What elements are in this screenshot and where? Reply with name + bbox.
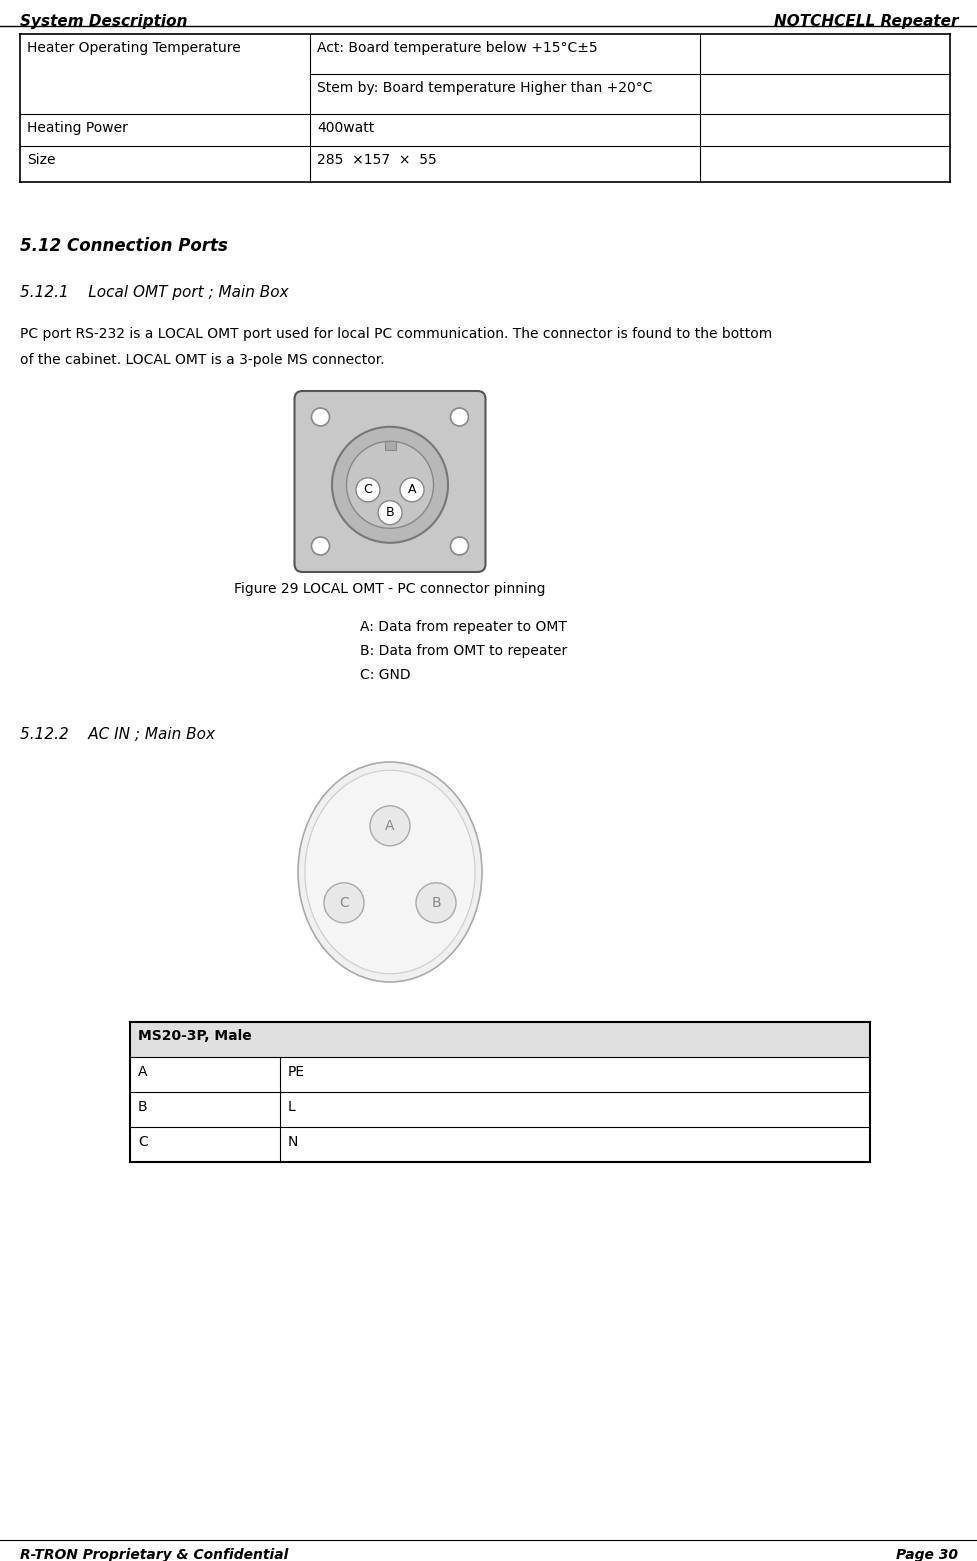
Text: B: B xyxy=(385,506,394,520)
Text: C: C xyxy=(339,896,349,910)
Bar xyxy=(130,1022,870,1057)
Text: 400watt: 400watt xyxy=(317,122,374,134)
Text: NOTCHCELL Repeater: NOTCHCELL Repeater xyxy=(773,14,957,30)
Text: B: B xyxy=(431,896,441,910)
Text: B: B xyxy=(138,1101,148,1115)
Circle shape xyxy=(450,537,468,556)
Ellipse shape xyxy=(305,770,475,974)
Text: of the cabinet. LOCAL OMT is a 3-pole MS connector.: of the cabinet. LOCAL OMT is a 3-pole MS… xyxy=(20,353,384,367)
Circle shape xyxy=(312,537,329,556)
Circle shape xyxy=(312,407,329,426)
Circle shape xyxy=(369,805,409,846)
Text: C: GND: C: GND xyxy=(360,668,410,682)
Circle shape xyxy=(400,478,424,501)
Bar xyxy=(384,442,395,450)
Text: 5.12 Connection Ports: 5.12 Connection Ports xyxy=(20,237,228,254)
Text: MS20-3P, Male: MS20-3P, Male xyxy=(138,1029,251,1043)
Text: A: Data from repeater to OMT: A: Data from repeater to OMT xyxy=(360,620,567,634)
Text: A: A xyxy=(407,484,416,496)
Circle shape xyxy=(415,884,455,923)
Text: 5.12.2    AC IN ; Main Box: 5.12.2 AC IN ; Main Box xyxy=(20,727,215,741)
Text: A: A xyxy=(385,820,395,834)
Circle shape xyxy=(378,501,402,524)
Circle shape xyxy=(346,442,433,528)
Text: Stem by: Board temperature Higher than +20°C: Stem by: Board temperature Higher than +… xyxy=(317,81,652,95)
Text: C: C xyxy=(138,1135,148,1149)
Text: 285  ×157  ×  55: 285 ×157 × 55 xyxy=(317,153,437,167)
Text: PC port RS-232 is a LOCAL OMT port used for local PC communication. The connecto: PC port RS-232 is a LOCAL OMT port used … xyxy=(20,326,772,340)
Text: Act: Board temperature below +15°C±5: Act: Board temperature below +15°C±5 xyxy=(317,41,597,55)
Text: Heating Power: Heating Power xyxy=(27,122,128,134)
Text: PE: PE xyxy=(287,1065,305,1079)
Text: Heater Operating Temperature: Heater Operating Temperature xyxy=(27,41,240,55)
Text: Size: Size xyxy=(27,153,56,167)
Ellipse shape xyxy=(298,762,482,982)
Text: Page 30: Page 30 xyxy=(895,1549,957,1561)
Text: N: N xyxy=(287,1135,298,1149)
Text: A: A xyxy=(138,1065,148,1079)
Circle shape xyxy=(323,884,363,923)
Text: R-TRON Proprietary & Confidential: R-TRON Proprietary & Confidential xyxy=(20,1549,288,1561)
Circle shape xyxy=(450,407,468,426)
Text: System Description: System Description xyxy=(20,14,188,30)
Text: C: C xyxy=(363,484,372,496)
FancyBboxPatch shape xyxy=(294,390,485,571)
Circle shape xyxy=(331,426,447,543)
Text: 5.12.1    Local OMT port ; Main Box: 5.12.1 Local OMT port ; Main Box xyxy=(20,286,288,300)
Circle shape xyxy=(356,478,380,501)
Text: L: L xyxy=(287,1101,295,1115)
Text: B: Data from OMT to repeater: B: Data from OMT to repeater xyxy=(360,645,567,659)
Text: Figure 29 LOCAL OMT - PC connector pinning: Figure 29 LOCAL OMT - PC connector pinni… xyxy=(234,582,545,596)
